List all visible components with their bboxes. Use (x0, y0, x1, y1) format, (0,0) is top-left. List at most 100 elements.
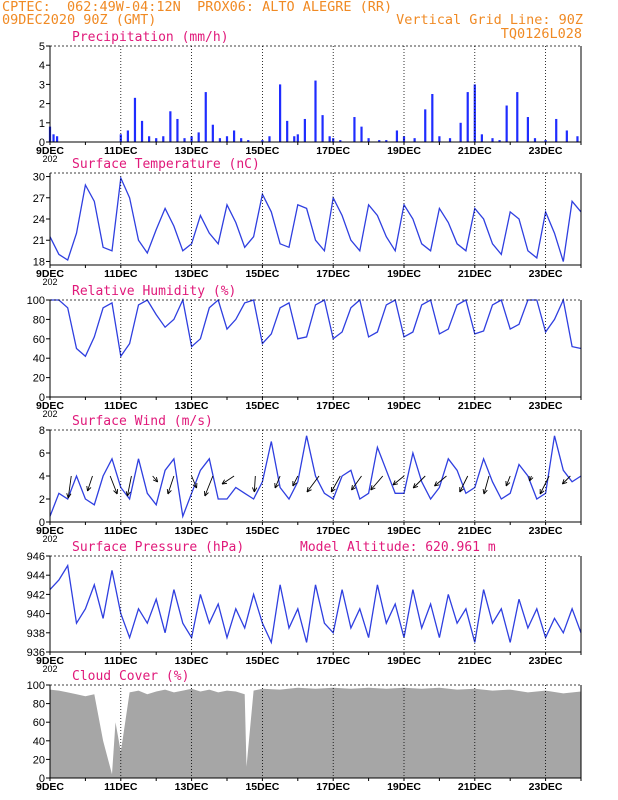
x-tick-label: 13DEC (175, 525, 209, 537)
precip-bar (169, 111, 172, 142)
panel-4: 0 2 4 6 8 9DEC 11DEC 13DEC 15DEC 17DEC 19DEC 21DEC 2… (36, 414, 582, 544)
x-tick-label: 19DEC (387, 145, 421, 157)
wind-arrow (459, 475, 469, 493)
precip-bar (183, 138, 186, 142)
wind-arrow (274, 475, 281, 489)
y-tick-label: 0 (39, 773, 45, 785)
wind-arrow (204, 475, 214, 497)
y-tick-label: 4 (39, 60, 45, 72)
panel-annotation: Model Altitude: 620.961 m (300, 540, 496, 555)
x-tick-label: 13DEC (175, 655, 209, 667)
wind-arrow (505, 475, 511, 487)
x-tick-label: 15DEC (245, 781, 279, 793)
x-tick-label: 23DEC (529, 400, 563, 412)
wind-arrow-head (86, 485, 92, 492)
x-tick-label: 9DEC (36, 268, 64, 280)
wind-arrow-head (113, 488, 119, 495)
precip-bar (52, 134, 55, 142)
panel-title: Relative Humidity (%) (72, 284, 236, 299)
y-tick-label: 2 (39, 494, 45, 506)
precip-bar (431, 94, 434, 142)
x-tick-label: 21DEC (458, 781, 492, 793)
x-tick-label: 15DEC (245, 400, 279, 412)
y-tick-label: 20 (33, 373, 45, 385)
panel-5: 936 938 940 942 944 946 9DEC 11DEC 13DEC 15DEC 17D… (27, 540, 582, 674)
wind-arrow (412, 475, 426, 489)
wind-arrow (191, 475, 198, 489)
precip-bar (303, 118, 306, 142)
wind-arrow (253, 475, 256, 493)
precip-bar (140, 120, 144, 142)
precip-bar (240, 138, 243, 142)
header-model-code: TQ0126L028 (500, 26, 582, 42)
panel-6: 0 20 40 60 80 100 9DEC 11DEC 13DEC 15DEC 17DEC 19DE… (27, 669, 582, 793)
precip-bar (268, 136, 271, 142)
wind-arrow-head (412, 483, 419, 489)
y-tick-label: 2 (39, 99, 45, 111)
x-tick-label: 9DEC (36, 145, 64, 157)
x-tick-label: 17DEC (316, 525, 350, 537)
wind-arrow-head (204, 490, 209, 497)
y-tick-label: 940 (27, 609, 45, 621)
wind-arrow (539, 475, 550, 495)
precip-bar (55, 136, 59, 142)
y-tick-label: 8 (39, 425, 45, 437)
precip-bar (225, 136, 229, 142)
precip-bar (498, 140, 501, 142)
wind-arrow-head (166, 488, 172, 495)
wind-arrow-head (370, 485, 376, 491)
precip-bar (126, 130, 129, 142)
wind-arrow (562, 475, 571, 485)
x-tick-label: 23DEC (529, 655, 563, 667)
precip-bar (367, 138, 370, 142)
precip-bar (360, 126, 363, 142)
x-tick-label: 23DEC (529, 525, 563, 537)
x-tick-label: 19DEC (387, 268, 421, 280)
precip-bar (119, 134, 122, 142)
wind-arrow-head (192, 482, 198, 489)
x-tick-label: 23DEC (529, 268, 563, 280)
wind-arrow-head (561, 479, 568, 485)
x-tick-label: 19DEC (387, 781, 421, 793)
x-tick-label: 21DEC (458, 400, 492, 412)
header-run-time: 09DEC2020 90Z (GMT) (2, 12, 157, 28)
y-tick-label: 1 (39, 118, 45, 130)
precip-bar (293, 136, 296, 142)
precip-bar (148, 136, 151, 142)
x-tick-label: 11DEC (104, 400, 138, 412)
wind-arrow-head (528, 475, 534, 482)
x-year-label-clipped: 202 (42, 534, 57, 544)
wind-arrow (392, 475, 405, 486)
y-tick-label: 946 (27, 551, 45, 563)
precip-bar (321, 115, 324, 142)
x-tick-label: 19DEC (387, 655, 421, 667)
wind-arrow (67, 475, 72, 499)
wind-arrow-head (125, 491, 131, 497)
precip-bar (279, 84, 282, 142)
y-tick-label: 942 (27, 589, 45, 601)
wind-arrow (167, 475, 175, 495)
wind-arrow-head (221, 479, 228, 485)
y-tick-label: 0 (39, 517, 45, 529)
wind-arrow-head (459, 486, 464, 493)
precip-bar (395, 130, 399, 142)
precip-bar (296, 134, 299, 142)
y-tick-label: 18 (33, 256, 45, 268)
wind-arrow-head (306, 487, 312, 493)
wind-arrow (221, 475, 235, 485)
wind-arrow (483, 475, 490, 495)
precip-bar (378, 140, 381, 142)
cloud-cover-area (50, 687, 581, 778)
precip-bar (576, 136, 579, 142)
x-year-label-clipped: 202 (42, 409, 57, 419)
wind-arrow-head (434, 481, 440, 487)
precip-bar (385, 140, 388, 142)
panel-title: Surface Temperature (nC) (72, 157, 260, 172)
wind-arrow (109, 475, 118, 495)
precip-bar (466, 92, 469, 142)
x-tick-label: 15DEC (245, 525, 279, 537)
x-year-label-clipped: 202 (42, 277, 57, 287)
precip-bar (211, 124, 214, 142)
x-year-label-clipped: 202 (42, 664, 57, 674)
wind-arrow (87, 475, 93, 492)
